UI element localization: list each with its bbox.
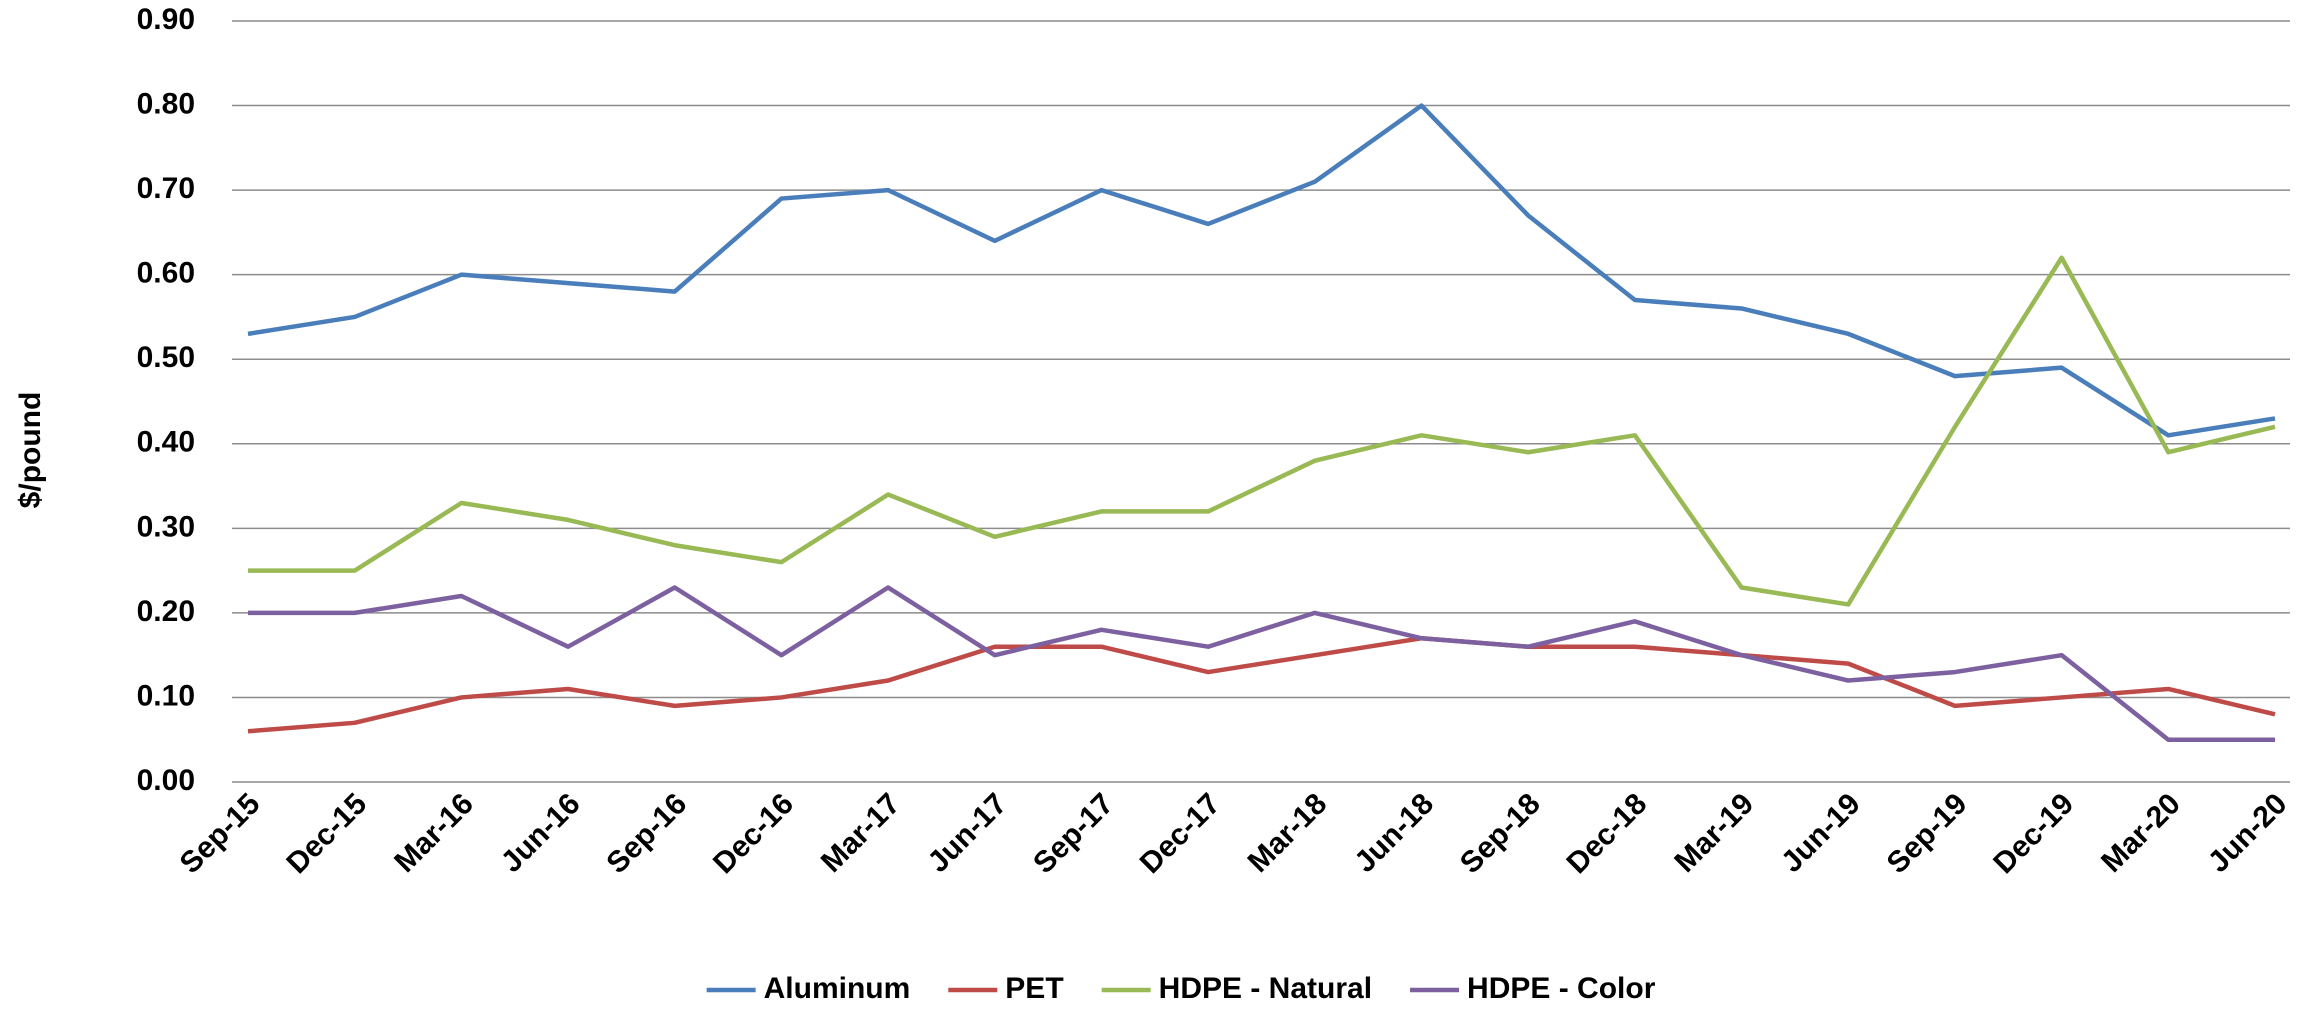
y-axis-label: $/pound bbox=[14, 392, 47, 509]
y-tick-label: 0.30 bbox=[137, 510, 195, 543]
x-tick-label: Jun-20 bbox=[2202, 787, 2294, 879]
x-tick-label: Sep-17 bbox=[1027, 787, 1120, 880]
y-tick-label: 0.60 bbox=[137, 257, 195, 290]
x-tick-label: Sep-16 bbox=[600, 787, 693, 880]
x-tick-label: Sep-19 bbox=[1881, 787, 1974, 880]
y-tick-label: 0.50 bbox=[137, 341, 195, 374]
x-tick-label: Jun-16 bbox=[495, 787, 587, 879]
y-tick-label: 0.90 bbox=[137, 3, 195, 36]
x-tick-label: Mar-19 bbox=[1668, 787, 1760, 879]
x-tick-label: Dec-17 bbox=[1134, 787, 1227, 880]
y-tick-label: 0.70 bbox=[137, 172, 195, 205]
x-tick-label: Jun-17 bbox=[922, 787, 1014, 879]
line-series bbox=[247, 636, 2276, 734]
x-tick-label: Sep-15 bbox=[174, 787, 267, 880]
x-tick-label: Dec-15 bbox=[280, 787, 373, 880]
line-series bbox=[247, 103, 2276, 438]
x-tick-label: Mar-16 bbox=[388, 787, 480, 879]
x-tick-label: Dec-18 bbox=[1561, 787, 1654, 880]
x-tick-label: Jun-18 bbox=[1348, 787, 1440, 879]
x-tick-label: Dec-19 bbox=[1987, 787, 2080, 880]
y-tick-label: 0.80 bbox=[137, 87, 195, 120]
y-tick-label: 0.00 bbox=[137, 764, 195, 797]
x-tick-label: Mar-17 bbox=[815, 787, 907, 879]
legend-label: PET bbox=[1005, 972, 1063, 1005]
y-tick-label: 0.40 bbox=[137, 426, 195, 459]
x-tick-label: Sep-18 bbox=[1454, 787, 1547, 880]
line-series bbox=[248, 585, 2275, 742]
legend-label: HDPE - Natural bbox=[1159, 972, 1372, 1005]
legend-label: HDPE - Color bbox=[1467, 972, 1656, 1005]
x-tick-label: Mar-18 bbox=[1242, 787, 1334, 879]
y-tick-label: 0.10 bbox=[137, 679, 195, 712]
x-tick-label: Mar-20 bbox=[2095, 787, 2187, 879]
line-series bbox=[248, 255, 2276, 607]
y-tick-label: 0.20 bbox=[137, 595, 195, 628]
legend-label: Aluminum bbox=[764, 972, 911, 1005]
x-tick-label: Dec-16 bbox=[707, 787, 800, 880]
x-tick-label: Jun-19 bbox=[1775, 787, 1867, 879]
